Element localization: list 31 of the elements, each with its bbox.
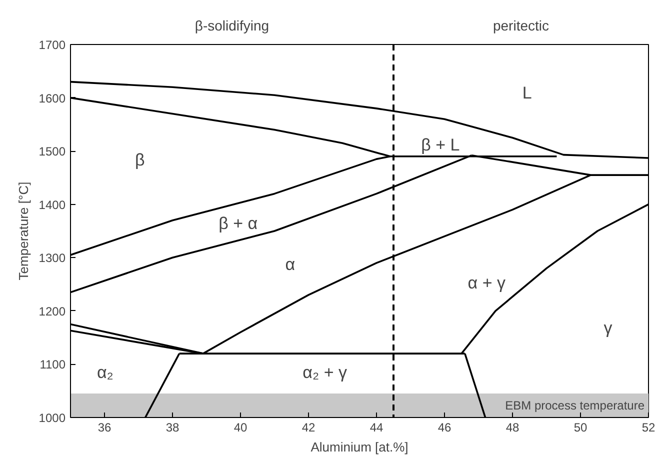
annotation: α₂ + γ: [302, 363, 348, 382]
text: β-solidifying: [194, 18, 270, 34]
band-label: EBM process temperature: [505, 398, 645, 413]
annotation: β: [134, 150, 145, 170]
y-tick-label: 1000: [38, 411, 66, 425]
y-tick-label: 1400: [38, 198, 66, 212]
annotation: α + γ: [468, 274, 506, 293]
y-tick-label: 1500: [38, 144, 66, 159]
x-tick-label: 46: [438, 420, 452, 434]
y-tick-label: 1100: [40, 358, 66, 372]
annotation: α₂: [96, 363, 114, 382]
x-tick-label: 36: [98, 420, 112, 434]
annotation: β + L: [421, 136, 460, 155]
annotation: L: [522, 83, 532, 102]
text: peritectic: [492, 18, 550, 34]
annotation: γ: [604, 318, 613, 338]
y-axis-title: Temperature [°C]: [16, 182, 31, 280]
x-tick-label: 40: [234, 420, 248, 434]
x-tick-label: 42: [302, 420, 316, 434]
annotation: β + α: [218, 214, 258, 234]
x-tick-label: 52: [642, 420, 656, 434]
x-tick-label: 38: [166, 420, 180, 434]
x-axis-title: Aluminium [at.%]: [310, 440, 408, 454]
y-tick-label: 1300: [38, 251, 66, 266]
x-tick-label: 50: [574, 420, 588, 434]
annotation: α: [285, 255, 296, 274]
y-tick-label: 1700: [38, 38, 66, 52]
y-tick-label: 1600: [38, 91, 66, 106]
x-tick-label: 44: [370, 420, 384, 434]
x-tick-label: 48: [506, 420, 520, 434]
y-tick-label: 1200: [38, 304, 66, 318]
